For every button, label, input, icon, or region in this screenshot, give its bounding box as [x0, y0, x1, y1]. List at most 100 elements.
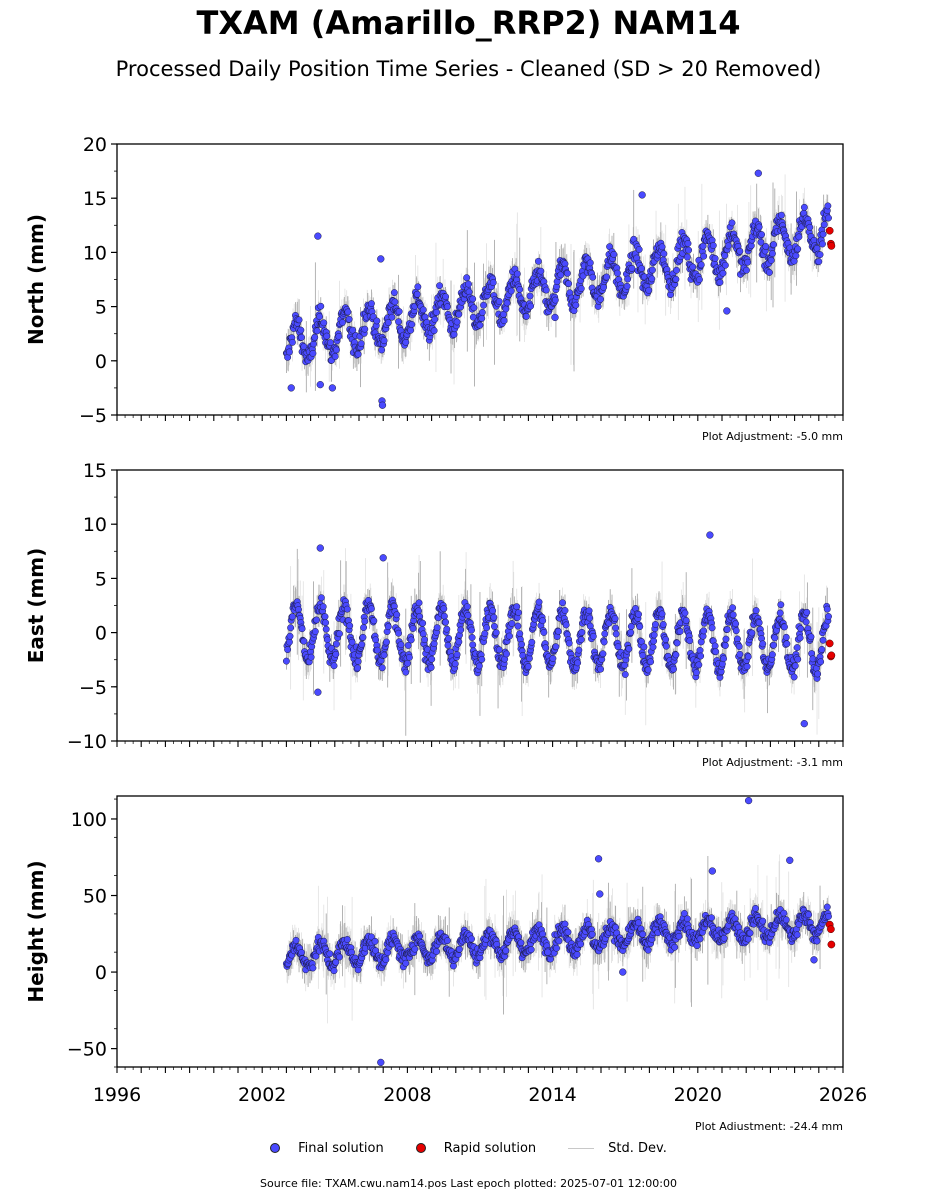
final-point	[433, 624, 441, 632]
final-point	[743, 266, 750, 274]
final-point	[603, 273, 611, 281]
final-point	[384, 319, 392, 327]
final-point	[326, 950, 334, 958]
final-point	[697, 261, 705, 269]
final-point	[711, 642, 719, 650]
final-point	[600, 283, 608, 291]
final-point	[339, 319, 346, 326]
final-point	[712, 648, 720, 656]
final-point	[627, 628, 635, 636]
final-outlier	[378, 401, 387, 409]
final-point	[419, 306, 427, 314]
final-point	[724, 242, 732, 250]
final-point	[380, 337, 388, 345]
final-point	[390, 289, 398, 297]
final-point	[370, 617, 378, 625]
final-point	[565, 280, 573, 288]
final-point	[330, 662, 338, 670]
y-tick-label: 0	[95, 351, 107, 373]
final-point	[640, 643, 648, 651]
final-point	[819, 230, 827, 238]
final-point	[722, 635, 730, 643]
final-point	[551, 296, 559, 304]
final-point	[500, 317, 508, 325]
plot-area-2	[282, 531, 832, 736]
final-point	[711, 254, 719, 262]
final-point	[326, 339, 334, 347]
final-point	[507, 287, 515, 295]
final-point	[463, 603, 471, 611]
final-point	[757, 238, 765, 246]
final-point	[755, 619, 763, 627]
final-point	[384, 623, 392, 631]
final-point	[359, 633, 367, 641]
final-outlier	[377, 255, 385, 263]
final-point	[330, 967, 338, 975]
final-point	[395, 308, 403, 315]
final-point	[354, 658, 362, 665]
final-point	[428, 655, 436, 663]
final-point	[411, 945, 419, 953]
final-point	[367, 300, 375, 308]
final-point	[695, 276, 703, 284]
final-point	[699, 242, 707, 250]
final-point	[800, 203, 808, 211]
final-point	[557, 271, 565, 279]
final-point	[709, 242, 717, 249]
y-axis-label: East (mm)	[24, 548, 48, 664]
final-outlier	[800, 720, 808, 728]
final-point	[297, 326, 305, 334]
final-point	[611, 615, 619, 623]
final-outlier	[638, 191, 646, 199]
final-point	[357, 340, 365, 348]
final-point	[723, 626, 731, 633]
final-point	[648, 266, 656, 274]
y-tick-label: 10	[83, 242, 107, 264]
y-tick-label: 5	[95, 297, 107, 319]
final-point	[336, 630, 343, 638]
final-point	[565, 639, 573, 647]
final-point	[697, 652, 705, 660]
final-point	[372, 947, 380, 955]
final-point	[721, 252, 729, 260]
final-point	[575, 646, 583, 654]
final-point	[735, 642, 743, 650]
final-outlier	[723, 307, 731, 315]
final-point	[343, 936, 351, 943]
final-point	[599, 650, 607, 658]
final-point	[685, 246, 693, 254]
final-point	[683, 253, 691, 261]
final-point	[600, 638, 608, 646]
final-point	[476, 321, 484, 329]
final-point	[436, 282, 444, 290]
final-point	[759, 640, 767, 648]
final-point	[815, 258, 823, 266]
final-point	[802, 618, 810, 626]
final-point	[644, 666, 652, 674]
final-point	[601, 630, 609, 638]
final-point	[744, 653, 752, 661]
final-point	[526, 292, 534, 300]
chart-subtitle: Processed Daily Position Time Series - C…	[115, 57, 822, 81]
final-point	[649, 643, 657, 651]
final-point	[721, 642, 729, 649]
final-outlier	[379, 554, 387, 562]
final-point	[716, 278, 724, 286]
final-point	[574, 659, 582, 667]
final-point	[312, 952, 320, 960]
final-point	[614, 643, 622, 651]
final-point	[758, 231, 765, 238]
final-point	[409, 625, 417, 632]
final-outlier	[706, 531, 714, 539]
final-point	[443, 303, 451, 311]
final-point	[776, 609, 784, 617]
final-point	[534, 257, 542, 265]
final-point	[792, 252, 800, 260]
final-point	[770, 641, 778, 649]
final-point	[298, 625, 306, 633]
rapid-point	[827, 242, 836, 250]
final-point	[388, 313, 396, 321]
final-point	[695, 661, 703, 669]
final-point	[332, 640, 340, 648]
final-point	[502, 305, 510, 313]
